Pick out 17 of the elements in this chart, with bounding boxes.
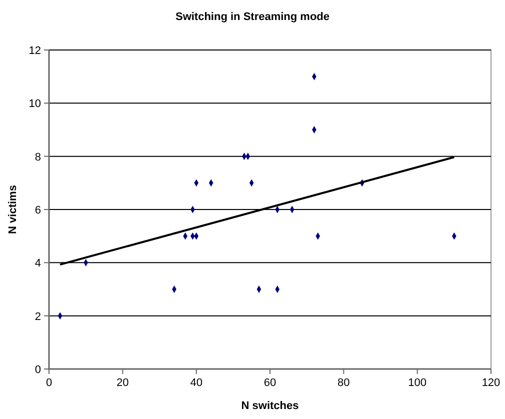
x-tick-label: 80 — [338, 377, 350, 389]
x-tick-label: 20 — [116, 377, 129, 389]
x-tick-label: 120 — [482, 377, 500, 389]
y-tick-label: 4 — [34, 258, 41, 270]
chart-title: Switching in Streaming mode — [175, 11, 330, 23]
y-tick-label: 8 — [34, 151, 41, 164]
y-tick-label: 10 — [28, 98, 41, 110]
y-tick-label: 2 — [34, 310, 41, 323]
x-tick-label: 40 — [190, 377, 202, 389]
y-tick-label: 6 — [34, 204, 41, 216]
x-tick-label: 100 — [408, 377, 427, 389]
x-tick-label: 60 — [264, 377, 276, 389]
x-axis-title: N switches — [241, 400, 299, 412]
y-axis-title: N victims — [7, 185, 19, 234]
x-tick-label: 0 — [46, 377, 52, 389]
y-tick-label: 12 — [28, 45, 41, 57]
y-tick-label: 0 — [34, 364, 41, 376]
